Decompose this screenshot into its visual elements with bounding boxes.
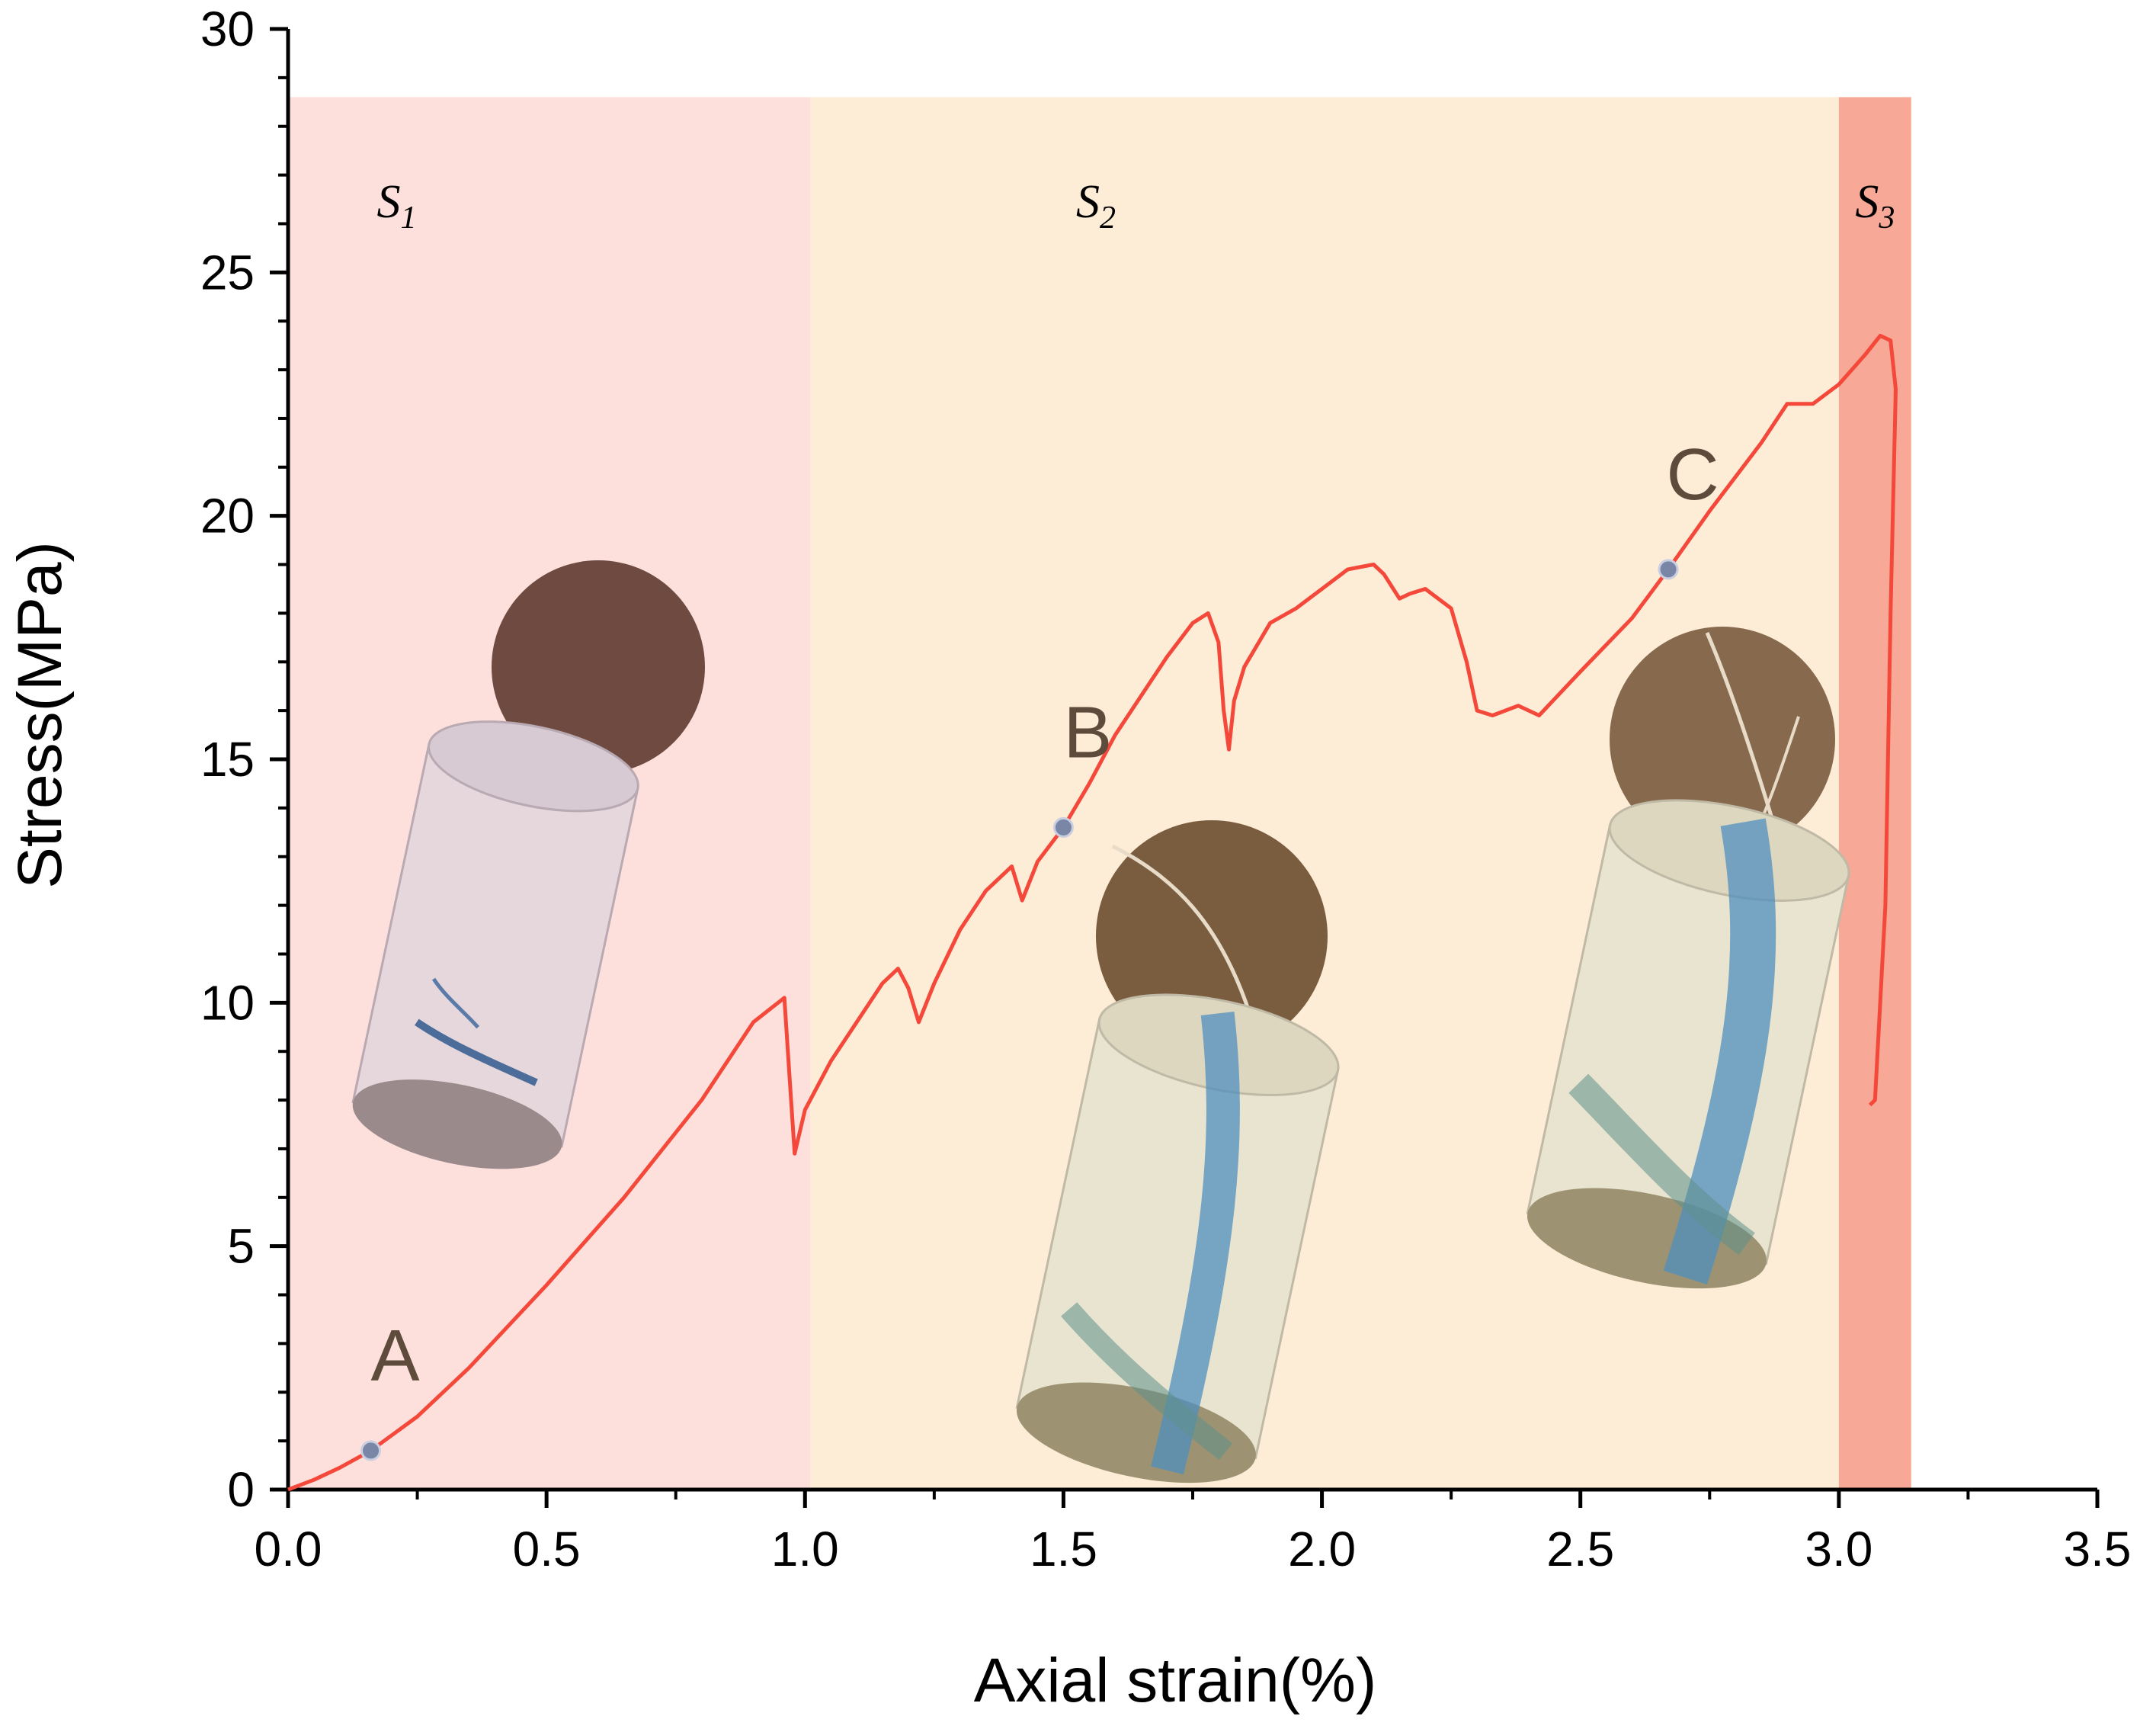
y-tick-label: 0 bbox=[227, 1462, 255, 1517]
stage-label-2-main: S bbox=[1076, 176, 1100, 228]
specimen-c-cylinder bbox=[1526, 799, 1850, 1289]
y-tick-label: 20 bbox=[200, 489, 255, 544]
stage-band-3 bbox=[1838, 97, 1911, 1490]
x-tick-label: 2.5 bbox=[1546, 1522, 1614, 1576]
x-tick-label: 0.5 bbox=[513, 1522, 581, 1576]
x-tick-label: 0.0 bbox=[255, 1522, 322, 1576]
y-tick-label: 30 bbox=[200, 2, 255, 56]
stage-label-3: S3 bbox=[1855, 176, 1895, 236]
point-markers: A B C bbox=[360, 434, 1719, 1461]
point-label-c: C bbox=[1666, 434, 1719, 515]
y-axis-label: Stress(MPa) bbox=[5, 541, 75, 889]
y-tick-label: 5 bbox=[227, 1219, 255, 1274]
y-tick-label: 25 bbox=[200, 245, 255, 300]
stage-label-1-sub: 1 bbox=[401, 200, 417, 236]
point-label-a: A bbox=[371, 1315, 420, 1397]
stage-label-1-main: S bbox=[377, 176, 401, 228]
y-tick-label: 15 bbox=[200, 732, 255, 787]
specimen-a-illustration bbox=[351, 560, 705, 1169]
stage-label-3-sub: 3 bbox=[1878, 200, 1895, 236]
x-tick-label: 3.5 bbox=[2064, 1522, 2132, 1576]
stage-labels: S1 S2 S3 bbox=[377, 176, 1895, 236]
specimen-a-cylinder bbox=[351, 720, 639, 1169]
specimen-c-illustration bbox=[1526, 627, 1850, 1289]
point-marker-b bbox=[1052, 816, 1074, 838]
point-label-b: B bbox=[1063, 691, 1112, 773]
x-tick-label: 1.0 bbox=[771, 1522, 839, 1576]
axes: 0.0 0.5 1.0 1.5 2.0 2.5 3.0 3.5 0 5 10 15 20 25 30 bbox=[200, 2, 2132, 1576]
x-tick-label: 1.5 bbox=[1030, 1522, 1097, 1576]
stage-label-2-sub: 2 bbox=[1100, 200, 1116, 236]
point-marker-c bbox=[1658, 559, 1679, 580]
stage-label-2: S2 bbox=[1076, 176, 1116, 236]
specimen-b-illustration bbox=[1015, 820, 1340, 1483]
point-marker-a bbox=[360, 1440, 382, 1461]
y-tick-label: 10 bbox=[200, 975, 255, 1030]
x-tick-label: 3.0 bbox=[1805, 1522, 1872, 1576]
stage-label-1: S1 bbox=[377, 176, 417, 236]
series-line-stress-strain bbox=[287, 333, 1898, 1492]
x-axis-label: Axial strain(%) bbox=[974, 1646, 1377, 1715]
x-tick-label: 2.0 bbox=[1288, 1522, 1356, 1576]
specimen-b-cylinder bbox=[1015, 993, 1340, 1483]
specimen-illustrations bbox=[351, 560, 1850, 1483]
stage-label-3-main: S bbox=[1855, 176, 1879, 228]
specimen-a-cross-section bbox=[492, 560, 705, 774]
series-layer bbox=[287, 333, 1898, 1492]
specimen-c-cross-section bbox=[1610, 627, 1835, 852]
